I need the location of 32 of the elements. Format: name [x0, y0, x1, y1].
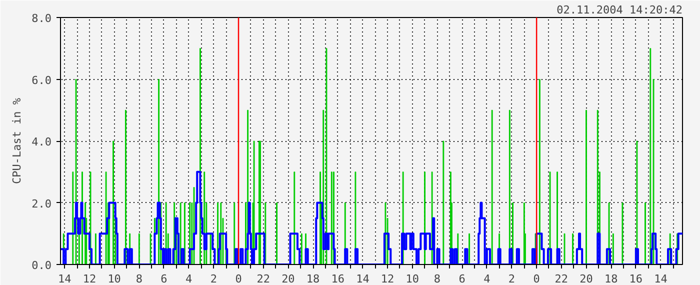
x-tick-label: 20: [282, 272, 295, 285]
y-tick-label: 0.0: [32, 259, 52, 272]
y-tick-label: 6.0: [32, 74, 52, 87]
x-tick-label: 10: [406, 272, 420, 285]
x-tick-label: 0: [235, 272, 242, 285]
x-tick-label: 20: [580, 272, 593, 285]
y-axis-title: CPU-Last in %: [10, 98, 24, 184]
x-tick-label: 12: [82, 272, 96, 285]
y-tick-label: 4.0: [32, 136, 52, 148]
x-tick-label: 16: [629, 272, 643, 285]
x-tick-label: 12: [380, 272, 394, 285]
x-tick-label: 2: [508, 272, 516, 285]
x-tick-label: 6: [458, 272, 466, 285]
x-tick-label: 16: [331, 272, 344, 285]
x-tick-label: 22: [256, 272, 270, 285]
x-tick-label: 8: [434, 272, 441, 285]
x-tick-label: 6: [160, 272, 168, 285]
y-tick-label: 2.0: [32, 197, 52, 210]
x-tick-label: 2: [210, 272, 217, 285]
y-tick-label: 8.0: [32, 12, 52, 25]
x-tick-label: 14: [58, 272, 72, 285]
x-tick-label: 4: [186, 272, 193, 285]
x-tick-label: 8: [136, 272, 142, 285]
x-tick-label: 10: [108, 272, 121, 285]
x-tick-label: 18: [604, 272, 618, 285]
x-tick-label: 14: [654, 272, 668, 285]
text: 02.11.2004 14:20:42: [556, 4, 683, 16]
x-tick-label: 0: [533, 272, 540, 285]
x-tick-label: 4: [484, 272, 491, 285]
x-tick-label: 22: [554, 272, 568, 285]
x-tick-label: 14: [356, 272, 370, 285]
x-tick-label: 18: [306, 272, 320, 285]
